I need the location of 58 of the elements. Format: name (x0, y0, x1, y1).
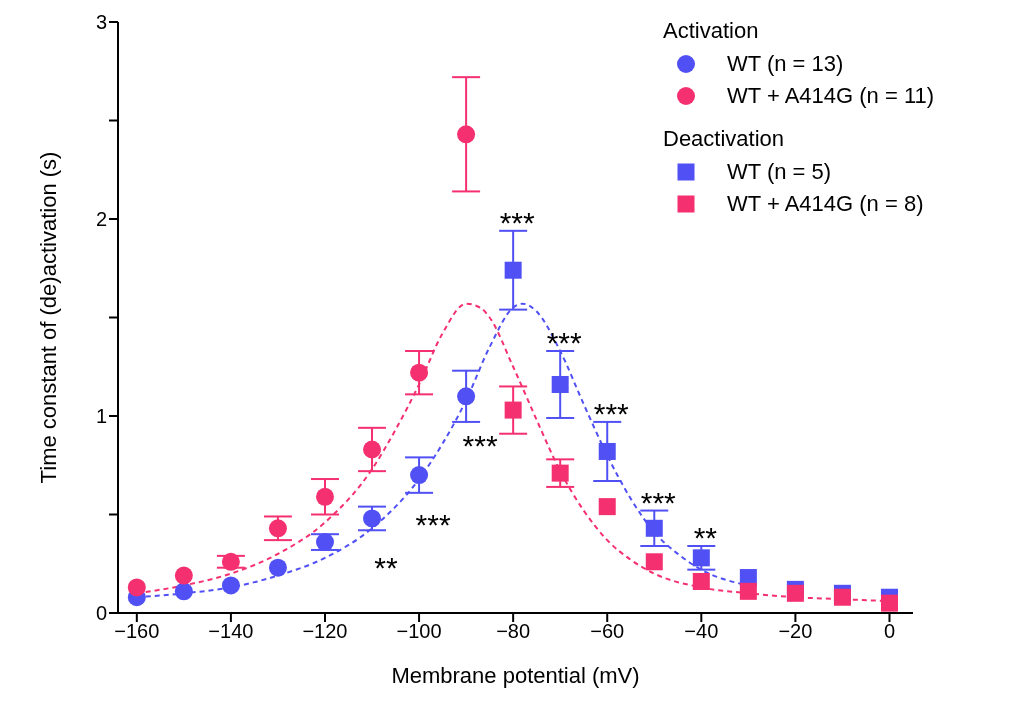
point (457, 387, 476, 406)
y-axis-title: Time constant of (de)activation (s) (35, 151, 61, 484)
point (739, 582, 757, 600)
annotation: *** (593, 396, 630, 430)
point (127, 578, 146, 597)
legend-label: WT + A414G (n = 11) (727, 83, 935, 109)
annotation: *** (640, 485, 677, 519)
legend-label: WT (n = 5) (727, 159, 832, 185)
point (315, 533, 334, 552)
x-tick-label: −100 (396, 620, 442, 643)
point (880, 594, 898, 612)
point (410, 466, 429, 485)
point (363, 440, 382, 459)
point (692, 549, 710, 567)
annotation: *** (462, 429, 498, 463)
point (551, 464, 569, 482)
point (692, 572, 710, 590)
point (174, 582, 193, 601)
point (833, 588, 851, 606)
annotation: *** (546, 325, 583, 359)
point (786, 584, 804, 602)
point (504, 261, 522, 279)
point (221, 576, 240, 595)
annotation: ** (693, 521, 718, 555)
x-axis-title: Membrane potential (mV) (391, 663, 640, 688)
x-tick-label: −40 (684, 620, 719, 643)
point (598, 442, 616, 460)
y-tick-label: 3 (95, 11, 107, 34)
point (363, 509, 382, 528)
point (457, 125, 476, 144)
point (410, 363, 429, 382)
point (551, 375, 569, 393)
x-tick-label: −120 (302, 620, 348, 643)
annotation: Deactivation (663, 126, 786, 152)
x-tick-label: −140 (208, 620, 254, 643)
annotation: Activation (663, 18, 760, 44)
y-tick-label: 2 (95, 208, 107, 231)
x-tick-label: −80 (496, 620, 531, 643)
y-tick-label: 1 (95, 405, 107, 428)
annotation: *** (415, 508, 451, 542)
point (645, 553, 663, 571)
legend-label: WT (n = 13) (727, 51, 844, 77)
point (598, 498, 616, 516)
point (174, 566, 193, 585)
annotation: *** (499, 205, 535, 239)
x-tick-label: −20 (778, 620, 813, 643)
x-tick-label: −60 (590, 620, 625, 643)
point (504, 401, 522, 419)
annotation: ** (374, 551, 399, 585)
point (221, 552, 240, 571)
point (315, 487, 334, 506)
point (268, 558, 287, 577)
point (645, 519, 663, 537)
point (268, 519, 287, 538)
y-tick-label: 0 (95, 602, 107, 625)
x-tick-label: 0 (883, 620, 896, 643)
legend-label: WT + A414G (n = 8) (727, 191, 924, 217)
x-tick-label: −160 (114, 620, 160, 643)
